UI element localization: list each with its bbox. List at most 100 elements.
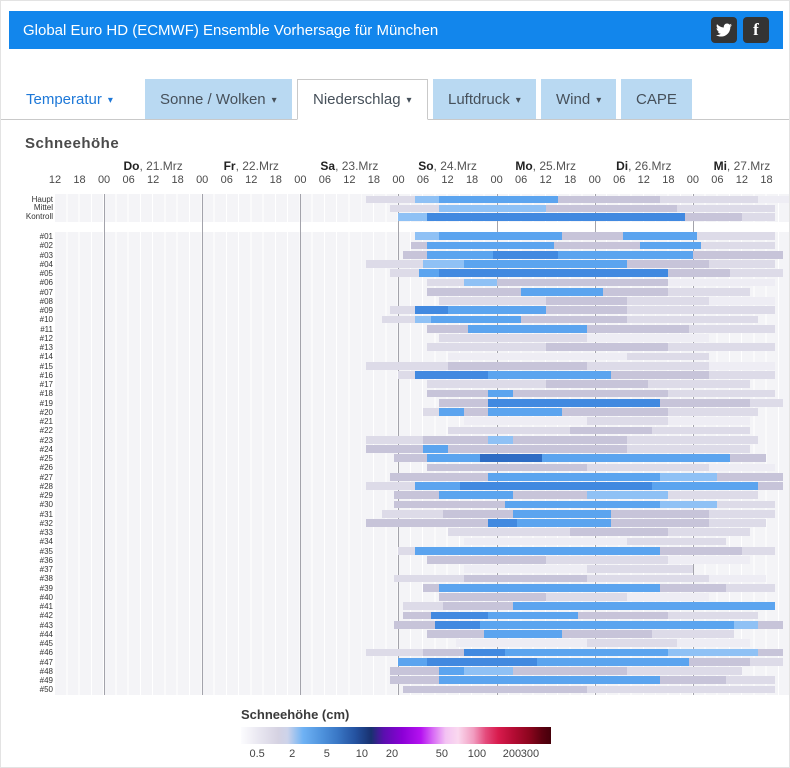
heatmap-cell xyxy=(365,361,448,370)
heatmap-cell xyxy=(512,667,628,675)
heatmap-cell xyxy=(660,583,726,592)
chevron-down-icon: ▾ xyxy=(515,94,521,106)
heatmap-cell xyxy=(447,361,587,370)
row-label: #33 xyxy=(39,528,53,537)
tab-cape[interactable]: CAPE xyxy=(621,79,692,119)
heatmap-cell xyxy=(586,574,710,583)
legend-title: Schneehöhe (cm) xyxy=(241,707,350,722)
axis-tick-label: 00 xyxy=(196,174,209,186)
row-label: #28 xyxy=(39,481,53,491)
tab-label: Sonne / Wolken xyxy=(160,90,266,108)
heatmap-cell xyxy=(512,509,612,518)
heatmap-cell xyxy=(423,435,489,444)
heatmap-cell xyxy=(570,528,669,537)
heatmap-cell xyxy=(439,408,464,416)
row-label: #36 xyxy=(39,555,53,565)
facebook-icon[interactable]: f xyxy=(743,17,769,43)
heatmap-cell xyxy=(423,408,440,416)
heatmap-cell xyxy=(398,546,415,555)
chevron-down-icon: ▾ xyxy=(107,94,113,106)
row-label: #49 xyxy=(39,676,53,685)
heatmap-cell xyxy=(390,269,419,278)
heatmap-cell xyxy=(504,500,661,509)
heatmap-cell xyxy=(414,232,440,241)
row-label: #16 xyxy=(39,370,53,380)
tab-luftdruck[interactable]: Luftdruck ▾ xyxy=(433,79,536,119)
heatmap-cell xyxy=(741,546,775,555)
tab-wind[interactable]: Wind ▾ xyxy=(541,79,617,119)
heatmap-cell xyxy=(660,676,726,685)
heatmap-cell xyxy=(390,306,415,315)
heatmap-cell xyxy=(627,667,742,675)
row-label: #02 xyxy=(39,241,53,251)
row-label: #14 xyxy=(39,352,53,362)
tab-temperatur[interactable]: Temperatur ▾ xyxy=(11,79,128,119)
row-label: #50 xyxy=(39,685,53,695)
heatmap-cell xyxy=(394,574,464,583)
heatmap-cell xyxy=(627,315,759,324)
heatmap-cell xyxy=(394,491,440,500)
heatmap-cell xyxy=(627,297,710,305)
tab-sonne-wolken[interactable]: Sonne / Wolken ▾ xyxy=(145,79,292,119)
heatmap-cell xyxy=(562,630,652,638)
axis-tick-label: 12 xyxy=(637,174,650,186)
heatmap-cell xyxy=(709,371,775,379)
heatmap-cell xyxy=(390,204,440,212)
row-label: #18 xyxy=(39,389,53,399)
heatmap-cell xyxy=(668,389,775,398)
heatmap-cell xyxy=(709,463,775,472)
day-gridline xyxy=(300,194,302,695)
heatmap-cell xyxy=(427,454,481,463)
heatmap-cell xyxy=(668,417,751,426)
twitter-icon[interactable] xyxy=(711,17,737,43)
heatmap-cell xyxy=(365,445,423,453)
heatmap-cell xyxy=(439,297,546,305)
row-label: #47 xyxy=(39,657,53,667)
heatmap-cell xyxy=(517,519,612,527)
heatmap-cell xyxy=(423,648,464,657)
heatmap-cell xyxy=(668,343,775,352)
heatmap-cell xyxy=(668,491,759,500)
legend-tick-label: 50 xyxy=(435,748,448,760)
heatmap-cell xyxy=(463,408,489,416)
row-label: #05 xyxy=(39,269,53,278)
row-label: #43 xyxy=(39,620,53,630)
axis-tick-label: 18 xyxy=(465,174,479,186)
heatmap-cell xyxy=(586,463,710,472)
heatmap-cell xyxy=(443,509,513,518)
heatmap-cell xyxy=(688,657,751,666)
heatmap-cell xyxy=(463,648,505,657)
heatmap-cell xyxy=(414,546,661,555)
row-label: #34 xyxy=(39,537,53,547)
heatmap-cell xyxy=(447,306,546,315)
heatmap-cell xyxy=(668,648,759,657)
heatmap-cell xyxy=(660,500,718,509)
axis-tick-label: 06 xyxy=(220,174,233,186)
heatmap-cell xyxy=(488,611,579,620)
chevron-down-icon: ▾ xyxy=(596,94,602,106)
row-label: #21 xyxy=(39,417,53,426)
heatmap-cell xyxy=(647,380,751,389)
heatmap-cell xyxy=(463,417,587,426)
heatmap-cell xyxy=(512,602,775,611)
heatmap-cell xyxy=(725,676,775,685)
heatmap-cell xyxy=(651,482,759,490)
axis-tick-label: 00 xyxy=(294,174,307,186)
tab-niederschlag[interactable]: Niederschlag ▾ xyxy=(297,79,428,120)
day-gridline xyxy=(594,194,596,695)
heatmap-cell xyxy=(709,519,767,527)
heatmap-cell xyxy=(750,398,783,407)
axis-tick-label: 18 xyxy=(760,174,773,186)
heatmap-cell xyxy=(639,241,702,250)
heatmap-cell xyxy=(488,398,661,407)
heatmap-cell xyxy=(439,232,562,241)
heatmap-cell xyxy=(414,482,460,490)
heatmap-cell xyxy=(463,667,513,675)
tab-label: CAPE xyxy=(636,90,677,108)
heatmap-cell xyxy=(439,676,661,685)
heatmap-cell xyxy=(586,361,710,370)
heatmap-cell xyxy=(382,509,444,518)
heatmap-cell xyxy=(562,232,624,241)
heatmap-cell xyxy=(463,278,497,287)
heatmap-cell xyxy=(709,509,775,518)
